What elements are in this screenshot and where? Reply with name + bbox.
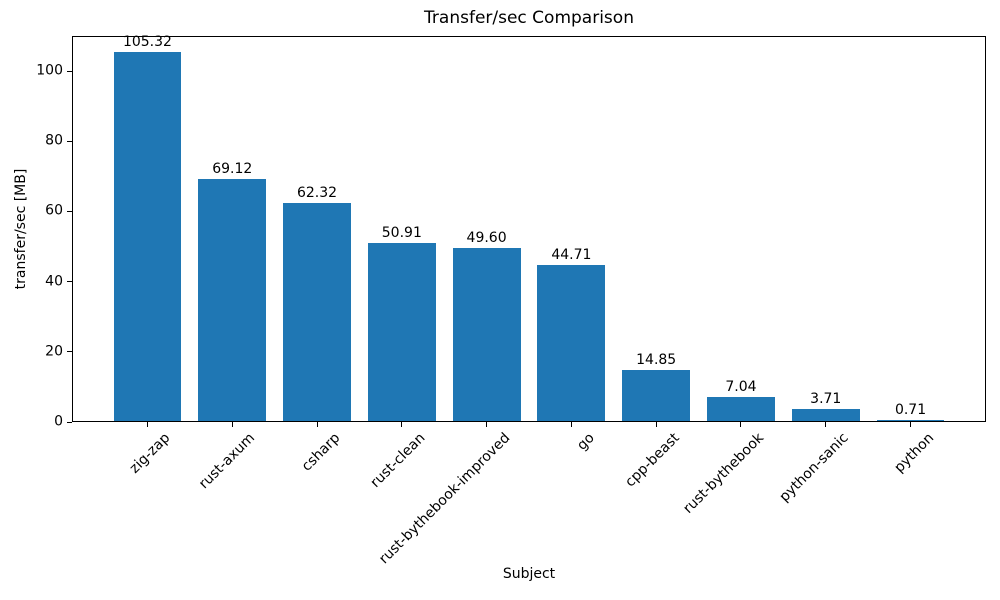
- x-tick-label: csharp: [298, 430, 344, 475]
- bar-value-label: 50.91: [381, 225, 422, 242]
- x-tick: [910, 422, 912, 427]
- y-tick-label: 60: [45, 202, 63, 219]
- bar: [876, 419, 945, 422]
- x-tick: [825, 422, 827, 427]
- x-tick-label: zig-zap: [127, 430, 174, 477]
- x-tick-label: python: [890, 430, 937, 476]
- bar-value-label: 49.60: [466, 229, 507, 246]
- bar: [113, 52, 182, 422]
- bar-value-label: 44.71: [551, 247, 592, 264]
- bar-value-label: 3.71: [810, 390, 842, 407]
- bar: [283, 203, 351, 422]
- x-tick: [231, 422, 233, 427]
- y-tick: [67, 70, 72, 72]
- bar-value-label: 7.04: [725, 379, 757, 396]
- y-tick-label: 20: [45, 343, 63, 360]
- y-tick-label: 100: [36, 62, 63, 79]
- bar: [622, 369, 691, 422]
- x-axis-label: Subject: [502, 566, 556, 582]
- y-tick-label: 0: [54, 413, 63, 430]
- y-tick: [67, 421, 72, 423]
- x-tick-label: cpp-beast: [622, 430, 683, 491]
- y-tick: [67, 210, 72, 212]
- x-tick: [486, 422, 488, 427]
- y-tick-label: 80: [45, 132, 63, 149]
- x-tick-label: rust-clean: [367, 430, 429, 491]
- bar: [537, 265, 606, 422]
- bar: [198, 179, 267, 422]
- bar: [707, 397, 775, 422]
- x-tick-label: python-sanic: [776, 430, 853, 506]
- chart-title: Transfer/sec Comparison: [424, 8, 634, 28]
- bar: [367, 243, 436, 422]
- x-tick: [740, 422, 742, 427]
- x-tick: [655, 422, 657, 427]
- bar-value-label: 14.85: [636, 351, 677, 368]
- bar-value-label: 105.32: [122, 34, 172, 51]
- y-tick: [67, 351, 72, 353]
- bar-value-label: 69.12: [212, 161, 253, 178]
- y-tick: [67, 281, 72, 283]
- x-tick: [401, 422, 403, 427]
- x-tick: [316, 422, 318, 427]
- x-tick-label: rust-axum: [196, 430, 259, 493]
- y-tick: [67, 140, 72, 142]
- x-tick-label: rust-bythebook: [680, 430, 768, 517]
- x-tick-label: go: [574, 430, 598, 454]
- bar-value-label: 0.71: [894, 401, 927, 418]
- bar-value-label: 62.32: [296, 185, 338, 202]
- x-tick: [570, 422, 572, 427]
- y-axis-label: transfer/sec [MB]: [13, 168, 29, 290]
- bar: [452, 247, 521, 422]
- y-tick-label: 40: [45, 273, 63, 290]
- x-tick: [146, 422, 148, 427]
- bar: [791, 408, 860, 422]
